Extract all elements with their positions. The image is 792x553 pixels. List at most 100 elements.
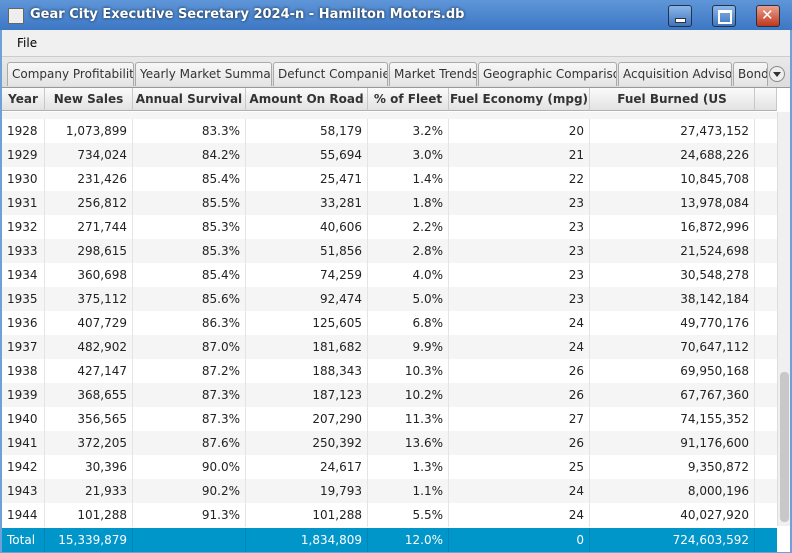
table-row[interactable]: [2, 431, 777, 455]
table-cell: 25,471: [246, 167, 368, 191]
tab[interactable]: Acquisition Advisor: [618, 62, 732, 86]
table-cell: 11.3%: [368, 407, 449, 431]
table-cell: 51,856: [246, 239, 368, 263]
table-cell: 1933: [2, 239, 45, 263]
table-row[interactable]: [2, 167, 777, 191]
table-cell: 1944: [2, 503, 45, 527]
table-cell: 87.3%: [133, 407, 246, 431]
table-cell: 21: [449, 143, 590, 167]
table-cell: 22: [449, 167, 590, 191]
table-cell: 30,548,278: [590, 263, 755, 287]
table-cell: 5.5%: [368, 503, 449, 527]
total-cell: Total: [2, 528, 45, 552]
column-header[interactable]: % of Fleet: [368, 88, 449, 111]
table-cell: 85.5%: [133, 191, 246, 215]
close-button[interactable]: ✕: [756, 5, 780, 27]
tab-bar: Company Profitability Yearly Market Summa…: [2, 56, 790, 88]
tab[interactable]: Market Trends: [389, 62, 477, 86]
table-cell: 250,392: [246, 431, 368, 455]
table-row[interactable]: [2, 143, 777, 167]
minimize-button[interactable]: [668, 5, 692, 27]
table-cell: 90.0%: [133, 455, 246, 479]
table-cell: 10.2%: [368, 383, 449, 407]
table-row[interactable]: [2, 455, 777, 479]
table-row[interactable]: [2, 191, 777, 215]
table-cell: 375,112: [45, 287, 133, 311]
table-cell: 187,123: [246, 383, 368, 407]
column-header[interactable]: Year: [2, 88, 45, 111]
table-row[interactable]: [2, 407, 777, 431]
total-cell: 1,834,809: [246, 528, 368, 552]
table-cell: 87.6%: [133, 431, 246, 455]
table-cell: 24: [449, 335, 590, 359]
table-cell: 6.8%: [368, 311, 449, 335]
table-cell: 83.3%: [133, 119, 246, 143]
scrollbar[interactable]: [777, 112, 790, 526]
table-cell: 85.4%: [133, 167, 246, 191]
table-cell: 125,605: [246, 311, 368, 335]
tab-overflow-button[interactable]: [769, 66, 785, 82]
table-row[interactable]: [2, 335, 777, 359]
table-cell: 49,770,176: [590, 311, 755, 335]
table-cell: 271,744: [45, 215, 133, 239]
table-cell: 74,259: [246, 263, 368, 287]
table-row[interactable]: [2, 359, 777, 383]
tab[interactable]: Yearly Market Summary: [135, 62, 272, 86]
table-cell: 1928: [2, 119, 45, 143]
column-header[interactable]: Fuel Burned (US Gallons): [590, 88, 755, 129]
table-cell: 3.2%: [368, 119, 449, 143]
table-row[interactable]: [2, 479, 777, 503]
table-cell: 407,729: [45, 311, 133, 335]
tab[interactable]: Bond: [733, 62, 768, 86]
table-cell: 5.0%: [368, 287, 449, 311]
menu-item[interactable]: File: [17, 36, 38, 50]
table-cell: 1936: [2, 311, 45, 335]
table-cell: 40,027,920: [590, 503, 755, 527]
table-cell: 24,688,226: [590, 143, 755, 167]
table-cell: 85.6%: [133, 287, 246, 311]
table-cell: 368,655: [45, 383, 133, 407]
total-row[interactable]: [2, 528, 777, 552]
column-header[interactable]: Fuel Economy (mpg): [449, 88, 590, 111]
column-header[interactable]: New Sales: [45, 88, 133, 111]
scroll-thumb[interactable]: [780, 372, 789, 522]
table-cell: 26: [449, 359, 590, 383]
table-cell: 87.2%: [133, 359, 246, 383]
column-header-filler: [755, 88, 777, 111]
table-cell: 360,698: [45, 263, 133, 287]
table-cell: 1,073,899: [45, 119, 133, 143]
data-table: Year New Sales Annual Survival Amount On Ro…: [2, 87, 790, 552]
table-cell: 356,565: [45, 407, 133, 431]
title-bar: Gear City Executive Secretary 2024-n - H…: [0, 0, 792, 30]
tab[interactable]: Geographic Comparison: [478, 62, 617, 86]
table-cell: 30,396: [45, 455, 133, 479]
table-row[interactable]: [2, 119, 777, 143]
table-row[interactable]: [2, 503, 777, 527]
table-row[interactable]: [2, 263, 777, 287]
table-row[interactable]: [2, 287, 777, 311]
table-cell: 74,155,352: [590, 407, 755, 431]
table-row[interactable]: [2, 311, 777, 335]
column-header[interactable]: Annual Survival: [133, 88, 246, 111]
tab[interactable]: Defunct Companies: [273, 62, 388, 86]
table-row[interactable]: [2, 383, 777, 407]
table-cell: 1939: [2, 383, 45, 407]
table-cell: 40,606: [246, 215, 368, 239]
table-row[interactable]: [2, 239, 777, 263]
table-cell: 1942: [2, 455, 45, 479]
table-cell: 1930: [2, 167, 45, 191]
table-cell: 69,950,168: [590, 359, 755, 383]
table-cell: 16,872,996: [590, 215, 755, 239]
table-cell: 85.3%: [133, 239, 246, 263]
table-row[interactable]: [2, 215, 777, 239]
total-cell-empty: [133, 528, 246, 552]
column-header[interactable]: Amount On Road: [246, 88, 368, 111]
table-cell: 24: [449, 479, 590, 503]
table-cell: 372,205: [45, 431, 133, 455]
table-cell: 91,176,600: [590, 431, 755, 455]
table-cell: 87.3%: [133, 383, 246, 407]
table-cell: 1941: [2, 431, 45, 455]
table-cell: 1.8%: [368, 191, 449, 215]
maximize-button[interactable]: [712, 5, 736, 27]
tab[interactable]: Company Profitability: [7, 62, 134, 86]
